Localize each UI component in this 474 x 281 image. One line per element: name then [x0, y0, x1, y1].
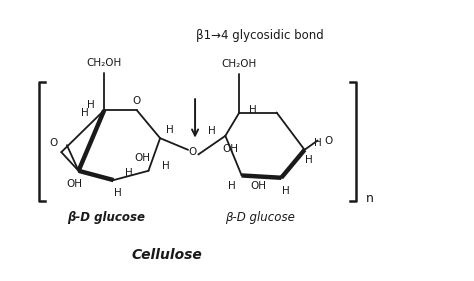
- Text: H: H: [228, 181, 235, 191]
- Text: H: H: [81, 108, 89, 117]
- Text: β-D glucose: β-D glucose: [225, 211, 295, 224]
- Text: H: H: [282, 186, 290, 196]
- Text: H: H: [114, 188, 122, 198]
- Text: OH: OH: [66, 179, 82, 189]
- Text: β1→4 glycosidic bond: β1→4 glycosidic bond: [196, 29, 324, 42]
- Text: OH: OH: [135, 153, 151, 163]
- Text: n: n: [366, 192, 374, 205]
- Text: O: O: [50, 138, 58, 148]
- Text: H: H: [162, 161, 170, 171]
- Text: H: H: [314, 138, 321, 148]
- Text: Cellulose: Cellulose: [132, 248, 202, 262]
- Text: CH₂OH: CH₂OH: [222, 59, 257, 69]
- Text: O: O: [133, 96, 141, 106]
- Text: OH: OH: [222, 144, 238, 154]
- Text: OH: OH: [250, 181, 266, 191]
- Text: H: H: [125, 168, 133, 178]
- Text: β-D glucose: β-D glucose: [67, 211, 146, 224]
- Text: O: O: [189, 147, 197, 157]
- Text: H: H: [305, 155, 313, 165]
- Text: CH₂OH: CH₂OH: [87, 58, 122, 68]
- Text: H: H: [209, 126, 216, 136]
- Text: H: H: [87, 100, 95, 110]
- Text: H: H: [166, 125, 174, 135]
- Text: O: O: [325, 135, 333, 146]
- Text: H: H: [249, 105, 257, 115]
